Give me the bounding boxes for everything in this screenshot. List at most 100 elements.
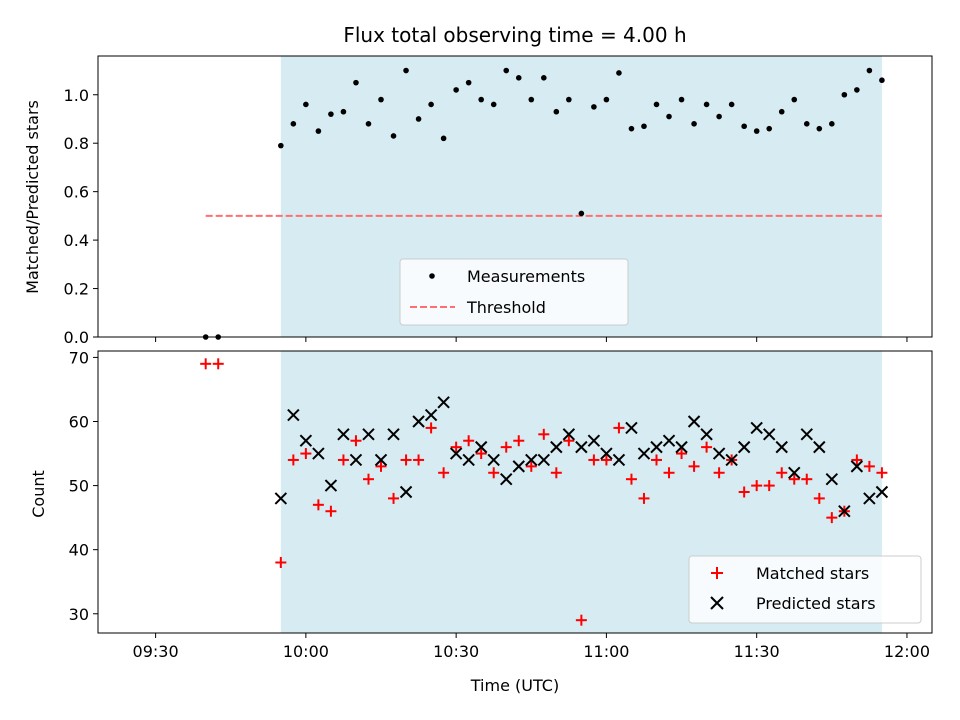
measurement-point [478, 96, 484, 103]
measurement-point [628, 125, 635, 132]
top-legend-box [399, 258, 629, 326]
measurement-point [854, 87, 860, 93]
predicted-star-point [462, 453, 475, 467]
matched-star-point [438, 467, 450, 479]
matched-star-point [826, 512, 838, 524]
top-y-tick-label: 0.8 [64, 134, 89, 153]
measurement-point [791, 96, 798, 103]
matched-star-point [600, 454, 612, 466]
predicted-star-point [424, 408, 438, 422]
bottom-legend: Matched stars Predicted stars [688, 555, 922, 624]
matched-star-point [525, 460, 537, 472]
top-y-tick-label: 0.6 [64, 183, 89, 202]
bottom-x-tick-label: 10:30 [433, 642, 479, 661]
predicted-star-point [349, 453, 363, 467]
measurement-point [816, 125, 823, 132]
matched-star-point [300, 448, 312, 460]
predicted-star-point [600, 447, 613, 460]
predicted-star-point [612, 453, 626, 467]
measurement-point [803, 121, 810, 127]
matched-star-point [362, 473, 374, 485]
matched-star-point [575, 614, 587, 626]
predicted-star-point [750, 421, 763, 435]
measurement-points [202, 67, 885, 340]
measurement-point [616, 70, 622, 76]
matched-star-point [813, 492, 825, 504]
measurement-point [503, 67, 510, 74]
measurement-point [753, 128, 760, 134]
predicted-star-point [525, 453, 538, 467]
predicted-star-point [287, 408, 300, 422]
predicted-star-point [274, 492, 288, 505]
measurement-point [340, 108, 347, 115]
predicted-star-point [875, 485, 889, 499]
predicted-star-point [662, 434, 676, 447]
predicted-star-point [800, 428, 813, 441]
predicted-star-point [324, 479, 338, 492]
top-y-tick-label: 1.0 [64, 86, 89, 105]
top-y-label: Matched/Predicted stars [23, 100, 42, 294]
measurement-point [703, 101, 710, 108]
predicted-star-point [575, 440, 588, 454]
bottom-y-tick-label: 40 [69, 541, 89, 560]
predicted-star-point [449, 447, 463, 460]
legend-measurements-marker [429, 273, 435, 279]
top-x-ticks [155, 337, 908, 342]
measurement-point [465, 79, 472, 86]
measurement-point [278, 142, 284, 149]
top-y-tick-label: 0.2 [64, 280, 89, 299]
matched-star-point [287, 454, 299, 466]
measurement-point [315, 128, 322, 134]
predicted-star-point [775, 440, 788, 454]
x-axis-label: Time (UTC) [470, 676, 559, 695]
measurement-point [403, 67, 409, 74]
legend-threshold-label: Threshold [466, 298, 546, 317]
matched-star-point [588, 454, 600, 466]
matched-star-point [425, 422, 437, 434]
measurement-point [678, 96, 685, 103]
matched-star-point [663, 467, 675, 479]
measurement-point [528, 96, 535, 103]
predicted-star-point [637, 447, 651, 460]
predicted-star-point [337, 428, 350, 441]
measurement-point [453, 87, 459, 93]
predicted-star-point [299, 434, 313, 447]
matched-star-point [488, 467, 500, 479]
matched-star-point [876, 467, 888, 479]
matched-star-point [500, 441, 512, 453]
predicted-star-point [850, 460, 864, 473]
matched-star-point [676, 448, 688, 460]
legend-measurements-label: Measurements [467, 267, 585, 286]
matched-star-point [463, 435, 475, 447]
matched-star-point [475, 448, 487, 460]
matched-star-point [563, 435, 575, 447]
measurement-point [716, 113, 722, 120]
matched-star-point [688, 460, 700, 472]
measurement-point [490, 101, 497, 108]
measurement-point [553, 108, 560, 115]
measurement-point [353, 79, 359, 86]
measurement-point [591, 104, 597, 110]
measurement-point [641, 123, 647, 130]
matched-star-point [388, 492, 400, 504]
predicted-star-point [700, 428, 713, 441]
bottom-x-tick-label: 11:30 [734, 642, 780, 661]
matched-star-point [513, 435, 525, 447]
measurement-point [829, 121, 835, 127]
predicted-star-point [312, 447, 325, 460]
matched-star-point [538, 428, 550, 440]
bottom-axes-frame [97, 350, 933, 634]
matched-star-point [638, 492, 650, 504]
predicted-star-point [838, 505, 851, 518]
matched-star-point [851, 454, 863, 466]
predicted-stars-points [274, 396, 889, 518]
bottom-y-label: Count [29, 470, 48, 518]
legend-predicted-label: Predicted stars [756, 594, 876, 613]
measurement-point [440, 135, 447, 142]
matched-star-point [763, 480, 775, 492]
predicted-star-point [825, 472, 839, 486]
measurement-point [415, 116, 422, 122]
matched-star-point [337, 454, 349, 466]
predicted-star-point [587, 434, 601, 447]
